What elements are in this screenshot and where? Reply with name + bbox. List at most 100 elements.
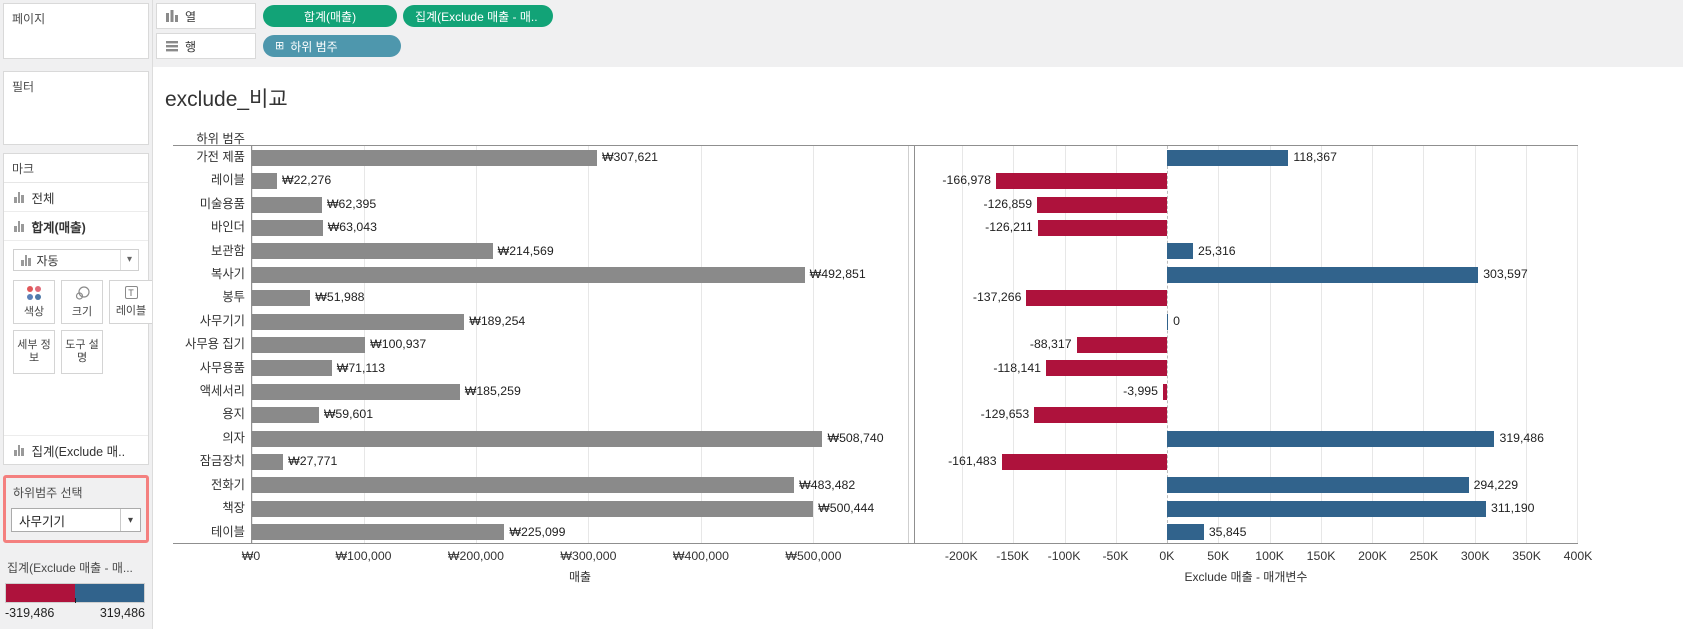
value-label: ₩225,099 bbox=[509, 524, 566, 539]
bar-사무기기[interactable] bbox=[1167, 313, 1169, 330]
bar-사무기기[interactable] bbox=[252, 313, 465, 330]
pill-subcategory[interactable]: ⊞ 하위 범주 bbox=[263, 35, 401, 57]
row-header[interactable]: 가전 제품 bbox=[196, 150, 245, 164]
bar-잠금장치[interactable] bbox=[252, 453, 284, 470]
value-label: -88,317 bbox=[1029, 337, 1072, 352]
row-header[interactable]: 사무용품 bbox=[199, 360, 245, 375]
pill-agg-exclude[interactable]: 집계(Exclude 매출 - 매.. bbox=[403, 5, 553, 27]
pill-subcategory-label: 하위 범주 bbox=[290, 39, 338, 54]
bar-전화기[interactable] bbox=[252, 477, 795, 494]
row-header[interactable]: 전화기 bbox=[211, 477, 245, 492]
size-button[interactable]: 크기 bbox=[61, 280, 103, 324]
bar-복사기[interactable] bbox=[252, 266, 805, 283]
bar-사무용품[interactable] bbox=[252, 360, 332, 377]
bar-봉투[interactable] bbox=[1026, 290, 1168, 307]
sales-axis-title: 매출 bbox=[568, 570, 592, 584]
bar-row: -118,141 bbox=[915, 357, 1577, 380]
gridline bbox=[1525, 146, 1527, 543]
row-header[interactable]: 보관함 bbox=[211, 243, 245, 258]
detail-button[interactable]: 세부 정보 bbox=[13, 330, 55, 374]
row-header[interactable]: 잠금장치 bbox=[199, 454, 245, 469]
value-label: ₩185,259 bbox=[464, 384, 521, 399]
row-header[interactable]: 의자 bbox=[222, 430, 245, 445]
bar-전화기[interactable] bbox=[1167, 477, 1469, 494]
bar-테이블[interactable] bbox=[252, 524, 505, 541]
row-header[interactable]: 미술용품 bbox=[199, 196, 245, 211]
bar-row: -126,211 bbox=[915, 216, 1577, 239]
label-button[interactable]: T 레이블 bbox=[109, 280, 153, 324]
subcategory-select[interactable]: 사무기기 ▾ bbox=[11, 508, 141, 532]
bar-보관함[interactable] bbox=[1167, 243, 1194, 260]
row-header[interactable]: 사무기기 bbox=[199, 313, 245, 328]
color-button[interactable]: 색상 bbox=[13, 280, 55, 324]
bar-row: ₩508,740 bbox=[252, 427, 908, 450]
filters-shelf[interactable]: 필터 bbox=[3, 71, 149, 145]
marks-tab-sales[interactable]: 합계(매출) bbox=[4, 212, 148, 241]
rows-shelf[interactable]: 행 bbox=[156, 33, 256, 59]
marks-tab-exclude[interactable]: 집계(Exclude 매.. bbox=[4, 435, 148, 464]
bar-사무용품[interactable] bbox=[1046, 360, 1168, 377]
bar-바인더[interactable] bbox=[252, 219, 323, 236]
bar-가전 제품[interactable] bbox=[252, 149, 597, 166]
gridline bbox=[1372, 146, 1374, 543]
bar-사무용 집기[interactable] bbox=[1076, 336, 1168, 353]
row-header[interactable]: 액세서리 bbox=[199, 384, 245, 399]
row-header[interactable]: 테이블 bbox=[211, 524, 245, 539]
bar-봉투[interactable] bbox=[252, 290, 311, 307]
bar-row: 294,229 bbox=[915, 474, 1577, 497]
value-label: -118,141 bbox=[993, 360, 1042, 375]
axis-row: ₩0 ₩100,000 ₩200,000 ₩300,000 ₩400,000 ₩500,0… bbox=[173, 544, 1593, 568]
row-header[interactable]: 봉투 bbox=[222, 290, 245, 305]
axis-tick: -100K bbox=[1047, 549, 1081, 563]
value-label: -126,211 bbox=[985, 220, 1033, 235]
parameter-title: 하위범주 선택 bbox=[13, 486, 83, 500]
detail-button-label: 세부 정보 bbox=[17, 339, 51, 364]
pages-shelf[interactable]: 페이지 bbox=[3, 3, 149, 59]
row-header[interactable]: 레이블 bbox=[211, 173, 245, 188]
zero-line bbox=[1167, 146, 1169, 543]
value-label: ₩500,444 bbox=[818, 501, 875, 516]
bar-잠금장치[interactable] bbox=[1001, 453, 1168, 470]
marks-tab-all[interactable]: 전체 bbox=[4, 183, 148, 212]
bar-용지[interactable] bbox=[252, 407, 319, 424]
bar-바인더[interactable] bbox=[1037, 219, 1168, 236]
bar-레이블[interactable] bbox=[252, 173, 277, 190]
mark-type-dropdown[interactable]: 자동 ▾ bbox=[13, 249, 139, 271]
diverging-color-ramp[interactable] bbox=[5, 583, 145, 603]
bar-미술용품[interactable] bbox=[252, 196, 322, 213]
bar-보관함[interactable] bbox=[252, 243, 493, 260]
row-header[interactable]: 바인더 bbox=[211, 220, 245, 235]
bar-의자[interactable] bbox=[252, 430, 823, 447]
columns-shelf[interactable]: 열 bbox=[156, 3, 256, 29]
bar-액세서리[interactable] bbox=[252, 383, 460, 400]
bar-액세서리[interactable] bbox=[1162, 383, 1168, 400]
value-label: ₩307,621 bbox=[601, 150, 659, 164]
pill-sum-sales[interactable]: 합계(매출) bbox=[263, 5, 397, 27]
bar-사무용 집기[interactable] bbox=[252, 336, 366, 353]
axis-tick: 0K bbox=[1159, 549, 1175, 563]
bar-row: ₩62,395 bbox=[252, 193, 908, 216]
row-header[interactable]: 사무용 집기 bbox=[185, 337, 245, 352]
bar-책장[interactable] bbox=[1167, 500, 1486, 517]
tooltip-button[interactable]: 도구 설명 bbox=[61, 330, 103, 374]
bar-레이블[interactable] bbox=[995, 173, 1168, 190]
bar-책장[interactable] bbox=[252, 500, 814, 517]
row-header[interactable]: 복사기 bbox=[211, 267, 245, 282]
parameter-control-highlighted: 하위범주 선택 사무기기 ▾ bbox=[3, 475, 149, 543]
bar-row: -3,995 bbox=[915, 380, 1577, 403]
chart-header-row: 하위 범주 bbox=[173, 129, 1578, 146]
axis-tick: -50K bbox=[1102, 549, 1129, 563]
value-label: -161,483 bbox=[948, 454, 997, 469]
rows-shelf-label: 행 bbox=[185, 39, 197, 54]
bar-의자[interactable] bbox=[1167, 430, 1495, 447]
bar-미술용품[interactable] bbox=[1037, 196, 1168, 213]
bar-복사기[interactable] bbox=[1167, 266, 1479, 283]
row-field-header[interactable]: 하위 범주 bbox=[196, 132, 245, 146]
gridline bbox=[1474, 146, 1476, 543]
bar-용지[interactable] bbox=[1034, 407, 1168, 424]
row-header[interactable]: 책장 bbox=[222, 501, 245, 516]
bar-가전 제품[interactable] bbox=[1167, 149, 1289, 166]
row-header[interactable]: 용지 bbox=[222, 407, 245, 422]
legend-range: -319,486 319,486 bbox=[5, 603, 145, 620]
bar-테이블[interactable] bbox=[1167, 524, 1204, 541]
